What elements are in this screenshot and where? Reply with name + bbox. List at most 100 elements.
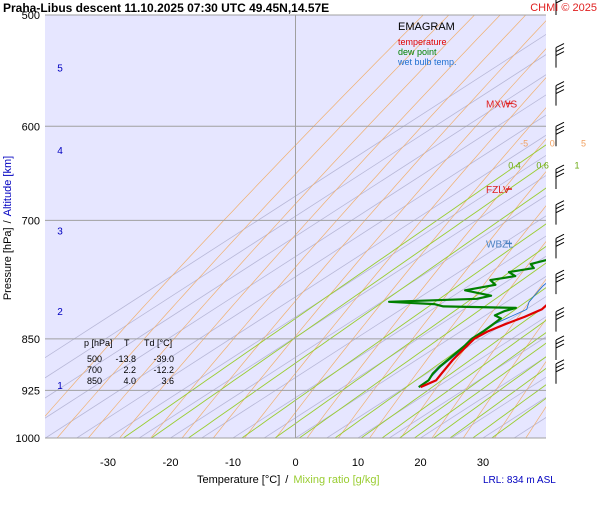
- table-header-p: p [hPa]: [84, 338, 113, 348]
- mixing-ratio-label: 0.4: [508, 161, 521, 171]
- pressure-tick-label: 600: [22, 121, 40, 133]
- wind-barb-feather: [556, 130, 564, 134]
- pressure-tick-label: 925: [22, 385, 40, 397]
- isotherm-line: [546, 15, 600, 438]
- wind-barb-feather: [556, 312, 564, 316]
- table-cell: -12.2: [153, 365, 174, 375]
- table-cell: 500: [87, 354, 102, 364]
- wind-barb: [556, 360, 564, 384]
- pressure-tick-label: 1000: [16, 433, 40, 445]
- pressure-tick-label: 700: [22, 215, 40, 227]
- wind-barb-feather: [556, 122, 564, 126]
- data-table: p [hPa] T Td [°C] 500 -13.8 -39.0 700 2.…: [84, 338, 174, 386]
- x-axis-temp-label: Temperature [°C]: [197, 474, 280, 486]
- wind-barb-feather: [556, 44, 564, 48]
- wind-barb: [556, 44, 564, 68]
- wind-barb: [556, 270, 564, 294]
- table-cell: 850: [87, 376, 102, 386]
- wind-barb-feather: [556, 126, 564, 130]
- wind-barb: [556, 336, 564, 360]
- wind-barb-feather: [556, 165, 564, 169]
- copyright: CHMI © 2025: [530, 2, 597, 14]
- legend-dew-point: dew point: [398, 47, 437, 57]
- wind-barb-feather: [556, 205, 564, 209]
- wind-barb-feather: [556, 82, 564, 86]
- wind-barb-feather: [556, 316, 564, 320]
- wind-barb-feather: [556, 209, 564, 213]
- wind-barb-feather: [556, 336, 564, 340]
- wind-barb-feather: [556, 173, 564, 177]
- wind-barb: [556, 82, 564, 106]
- y-axis-label: Pressure [hPa] / Altitude [km]: [2, 156, 14, 300]
- table-header-t: T: [124, 338, 130, 348]
- altitude-label: 4: [57, 146, 63, 157]
- table-cell: 700: [87, 365, 102, 375]
- temperature-tick-label: 30: [477, 457, 489, 469]
- table-cell: -39.0: [153, 354, 174, 364]
- legend-wet-bulb: wet bulb temp.: [397, 57, 457, 67]
- dry-adiabat-label: 0: [550, 138, 555, 148]
- x-axis-label: Temperature [°C] / Mixing ratio [g/kg]: [197, 474, 380, 486]
- wind-barb-feather: [556, 308, 564, 312]
- y-axis-separator: /: [2, 219, 14, 223]
- mixing-ratio-label: 0.6: [536, 161, 549, 171]
- wind-barb: [556, 122, 564, 146]
- wind-barbs: [556, 0, 564, 384]
- wind-barb: [556, 234, 564, 258]
- pressure-tick-label: 850: [22, 334, 40, 346]
- x-axis-mixing-label: Mixing ratio [g/kg]: [293, 474, 379, 486]
- lowest-radar-level: LRL: 834 m ASL: [483, 475, 556, 486]
- y-axis-pressure-label: Pressure [hPa]: [2, 227, 14, 300]
- wind-barb-feather: [556, 86, 564, 90]
- wind-barb-feather: [556, 48, 564, 52]
- wind-barb-feather: [556, 52, 564, 56]
- wind-barb-feather: [556, 274, 564, 278]
- dry-adiabat-line: [588, 15, 600, 438]
- wind-barb-feather: [556, 90, 564, 94]
- wind-barb-feather: [556, 368, 564, 372]
- wind-barb-feather: [556, 242, 564, 246]
- wind-barb-feather: [556, 364, 564, 368]
- wind-barb-feather: [556, 270, 564, 274]
- temperature-tick-label: 0: [292, 457, 298, 469]
- altitude-label: 1: [57, 381, 63, 392]
- table-cell: -13.8: [115, 354, 136, 364]
- chart-title: Praha-Libus descent 11.10.2025 07:30 UTC…: [3, 1, 329, 15]
- table-cell: 2.2: [123, 365, 136, 375]
- legend-temperature: temperature: [398, 37, 447, 47]
- wind-barb-feather: [556, 234, 564, 238]
- dry-adiabat-label: -5: [520, 138, 528, 148]
- altitude-label: 3: [57, 227, 63, 238]
- legend-title: EMAGRAM: [398, 21, 455, 33]
- x-axis-separator: /: [285, 474, 289, 486]
- wind-barb: [556, 201, 564, 225]
- wind-barb-feather: [556, 344, 564, 348]
- wind-barb-feather: [556, 340, 564, 344]
- table-cell: 3.6: [161, 376, 174, 386]
- wind-barb: [556, 165, 564, 189]
- wind-barb-feather: [556, 360, 564, 364]
- wind-barb-feather: [556, 169, 564, 173]
- wind-barb-feather: [556, 278, 564, 282]
- table-cell: 4.0: [123, 376, 136, 386]
- temperature-tick-label: 10: [352, 457, 364, 469]
- level-label-wbzl: WBZL: [486, 239, 514, 250]
- level-label-mxws: MXWS: [486, 99, 517, 110]
- y-axis-altitude-label: Altitude [km]: [2, 156, 14, 217]
- table-header-td: Td [°C]: [144, 338, 172, 348]
- level-label-fzlv: FZLV: [486, 185, 510, 196]
- altitude-label: 5: [57, 64, 63, 75]
- temperature-tick-label: 20: [414, 457, 426, 469]
- altitude-label: 2: [57, 307, 63, 318]
- dry-adiabat-line: [557, 15, 600, 438]
- wind-barb-feather: [556, 238, 564, 242]
- temperature-tick-label: -10: [225, 457, 241, 469]
- wind-barb: [556, 308, 564, 332]
- dry-adiabat-label: 5: [581, 138, 586, 148]
- temperature-tick-label: -30: [100, 457, 116, 469]
- wind-barb-feather: [556, 201, 564, 205]
